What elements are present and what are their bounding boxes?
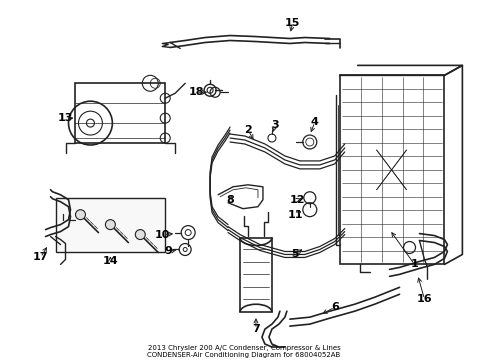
Text: 15: 15	[285, 18, 300, 28]
Text: 14: 14	[102, 256, 118, 266]
Text: 11: 11	[287, 210, 303, 220]
Circle shape	[105, 220, 115, 230]
Bar	[56, 198, 165, 252]
Text: 16: 16	[416, 294, 431, 304]
Circle shape	[135, 230, 145, 239]
Bar	[240, 238, 271, 312]
Text: 5: 5	[290, 249, 298, 260]
Text: 13: 13	[58, 113, 73, 123]
Text: 10: 10	[154, 230, 169, 239]
Text: 18: 18	[188, 87, 203, 97]
Text: 4: 4	[310, 117, 318, 127]
Text: 2: 2	[244, 125, 251, 135]
Text: 6: 6	[330, 302, 338, 312]
Text: 7: 7	[252, 324, 259, 334]
Text: 9: 9	[164, 247, 172, 256]
Text: 3: 3	[270, 120, 278, 130]
Bar	[339, 75, 444, 265]
Text: 17: 17	[33, 252, 48, 262]
Bar	[75, 83, 165, 143]
Text: 1: 1	[410, 260, 418, 269]
Text: 8: 8	[226, 195, 233, 205]
Text: 2013 Chrysler 200 A/C Condenser, Compressor & Lines
CONDENSER-Air Conditioning D: 2013 Chrysler 200 A/C Condenser, Compres…	[147, 345, 340, 357]
Text: 12: 12	[289, 195, 305, 205]
Circle shape	[75, 210, 85, 220]
